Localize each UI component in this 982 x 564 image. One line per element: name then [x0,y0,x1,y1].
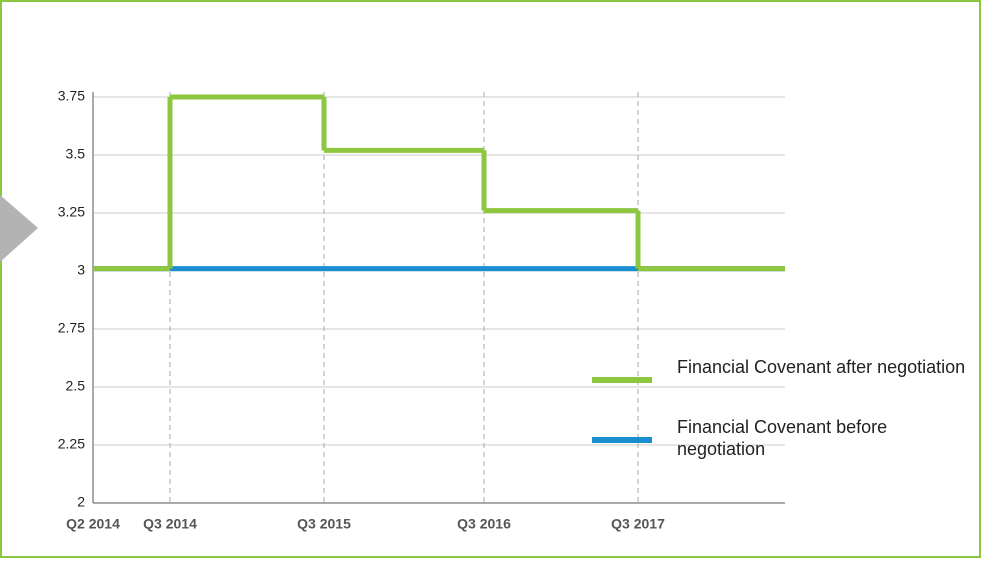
legend-label: Financial Covenant before negotiation [677,417,888,459]
x-tick-label: Q3 2016 [457,516,511,532]
x-tick-label: Q3 2017 [611,516,665,532]
y-tick-label: 2 [77,494,85,510]
x-tick-label: Q3 2014 [143,516,197,532]
y-tick-label: 3.5 [66,146,86,162]
y-tick-label: 3.75 [58,88,85,104]
y-tick-label: 3 [77,262,85,278]
y-tick-label: 2.25 [58,436,85,452]
x-tick-label: Q2 2014 [66,516,120,532]
y-tick-label: 2.75 [58,320,85,336]
x-tick-label: Q3 2015 [297,516,351,532]
arrow [0,195,38,262]
y-tick-label: 3.25 [58,204,85,220]
y-tick-label: 2.5 [66,378,86,394]
legend-label: Financial Covenant after negotiation [677,357,966,377]
